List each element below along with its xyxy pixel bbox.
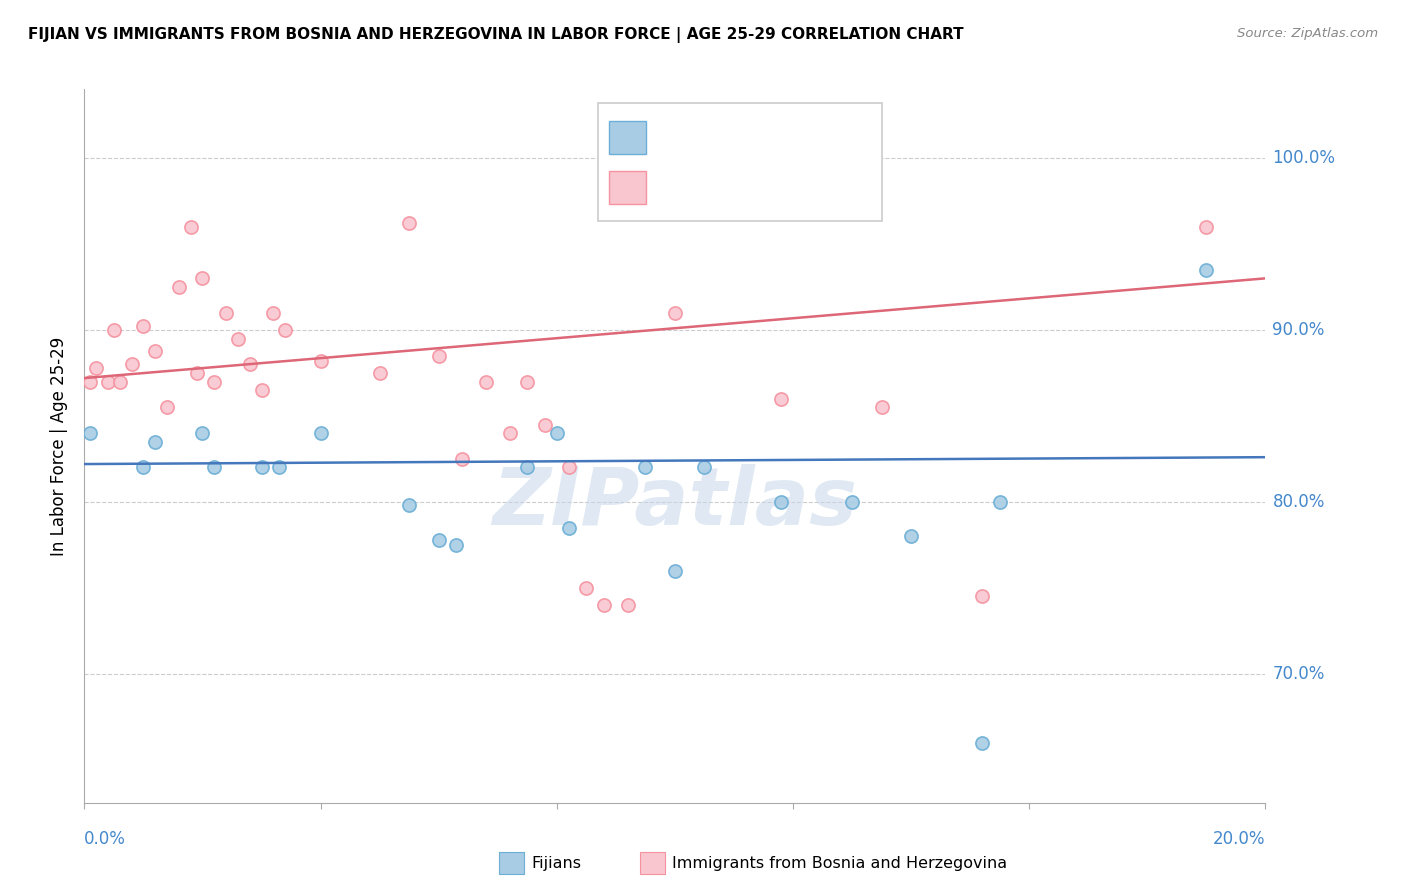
Text: FIJIAN VS IMMIGRANTS FROM BOSNIA AND HERZEGOVINA IN LABOR FORCE | AGE 25-29 CORR: FIJIAN VS IMMIGRANTS FROM BOSNIA AND HER… [28, 27, 963, 43]
Point [770, 392, 793, 406]
Text: Immigrants from Bosnia and Herzegovina: Immigrants from Bosnia and Herzegovina [672, 856, 1007, 871]
Point [186, 366, 208, 380]
Point [970, 590, 993, 604]
Text: 38: 38 [825, 178, 851, 196]
Point [250, 460, 273, 475]
Point [516, 375, 538, 389]
Point [770, 495, 793, 509]
Point [616, 598, 638, 612]
Point [634, 460, 657, 475]
Text: Source: ZipAtlas.com: Source: ZipAtlas.com [1237, 27, 1378, 40]
Point [84, 360, 107, 375]
Point [557, 521, 579, 535]
Point [498, 426, 520, 441]
Point [970, 736, 993, 750]
Text: 90.0%: 90.0% [1272, 321, 1324, 339]
Point [427, 533, 450, 547]
Point [121, 357, 143, 371]
Point [191, 271, 214, 285]
Point [693, 460, 716, 475]
Text: 23: 23 [825, 128, 849, 146]
Text: N =: N = [776, 128, 817, 146]
Point [156, 401, 179, 415]
Point [180, 219, 202, 234]
Point [475, 375, 498, 389]
Text: Fijians: Fijians [531, 856, 582, 871]
Point [103, 323, 125, 337]
Point [167, 280, 190, 294]
Point [664, 564, 686, 578]
Text: R =: R = [658, 178, 696, 196]
Text: 70.0%: 70.0% [1272, 665, 1324, 683]
Point [215, 306, 238, 320]
Point [1195, 219, 1218, 234]
Point [132, 319, 155, 334]
Text: 0.0%: 0.0% [84, 830, 127, 847]
Point [239, 357, 262, 371]
Point [557, 460, 579, 475]
Point [516, 460, 538, 475]
Point [274, 323, 297, 337]
Point [870, 401, 893, 415]
Point [446, 538, 468, 552]
FancyBboxPatch shape [609, 170, 647, 203]
Text: 20.0%: 20.0% [1213, 830, 1265, 847]
Point [226, 332, 249, 346]
Text: 80.0%: 80.0% [1272, 493, 1324, 511]
Point [309, 354, 332, 368]
Point [202, 460, 225, 475]
Point [451, 451, 474, 466]
Point [79, 426, 101, 441]
Point [143, 343, 166, 358]
Point [427, 349, 450, 363]
Point [269, 460, 291, 475]
FancyBboxPatch shape [609, 121, 647, 154]
Point [309, 426, 332, 441]
Point [250, 383, 273, 397]
Point [108, 375, 131, 389]
Point [1195, 262, 1218, 277]
Point [664, 306, 686, 320]
Point [988, 495, 1011, 509]
Point [97, 375, 120, 389]
Point [202, 375, 225, 389]
FancyBboxPatch shape [598, 103, 882, 221]
Point [546, 426, 568, 441]
Point [398, 499, 420, 513]
Y-axis label: In Labor Force | Age 25-29: In Labor Force | Age 25-29 [51, 336, 69, 556]
Point [368, 366, 391, 380]
Point [191, 426, 214, 441]
Point [900, 529, 922, 543]
Point [398, 216, 420, 230]
Point [79, 375, 101, 389]
Text: 0.025: 0.025 [714, 128, 772, 146]
Text: 100.0%: 100.0% [1272, 149, 1336, 167]
Text: 0.120: 0.120 [714, 178, 772, 196]
Text: N =: N = [776, 178, 817, 196]
Point [593, 598, 616, 612]
Point [143, 434, 166, 449]
Point [841, 495, 863, 509]
Point [534, 417, 557, 432]
Text: ZIPatlas: ZIPatlas [492, 464, 858, 542]
Point [132, 460, 155, 475]
Point [262, 306, 284, 320]
Point [575, 581, 598, 595]
Text: R =: R = [658, 128, 696, 146]
